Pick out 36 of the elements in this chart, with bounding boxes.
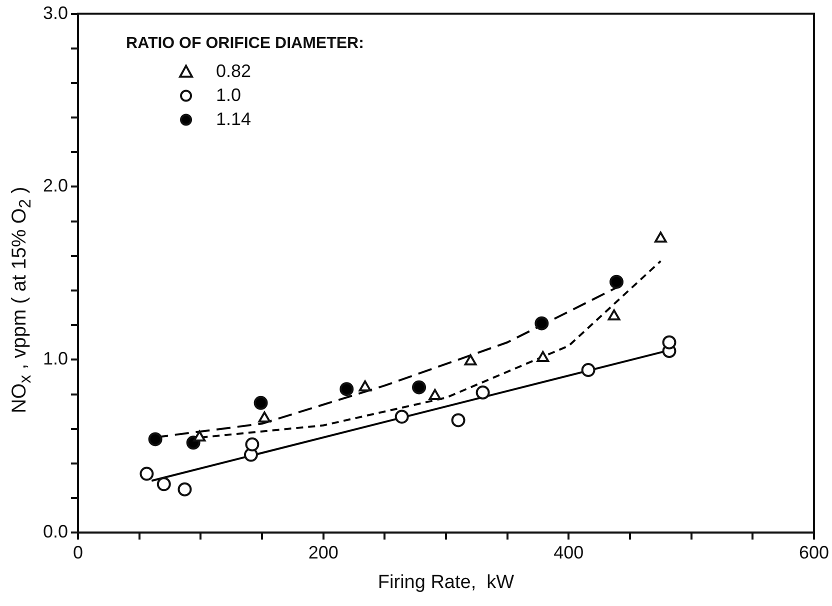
point [140,466,154,481]
x-tick-label: 400 [554,542,584,562]
point [662,335,676,350]
point [476,386,490,400]
legend-label: 1.0 [216,84,242,105]
legend-label: 1.14 [216,108,252,129]
x-tick-label: 0 [73,542,84,562]
point [654,232,667,243]
point [258,411,271,422]
x-tick-label: 600 [798,542,830,562]
legend-label: 0.82 [216,60,252,81]
point [245,437,260,452]
point [464,354,477,366]
point [358,380,372,392]
point [394,410,409,424]
point [608,309,620,320]
point [412,380,426,394]
point [340,382,354,396]
point [148,432,162,446]
point [451,413,466,428]
y-tick-label: 2.0 [42,176,68,196]
point [193,430,206,442]
y-tick-label: 0.0 [42,522,68,542]
point [428,388,442,400]
point [610,274,624,289]
point [178,482,192,496]
point [536,350,550,362]
x-tick-label: 200 [308,542,338,562]
y-tick-label: 3.0 [42,2,68,23]
point [156,477,171,492]
point [534,316,549,330]
x-axis-title: Firing Rate, kW [378,572,514,593]
point [581,363,596,378]
legend-title: RATIO OF ORIFICE DIAMETER: [126,35,364,52]
y-tick-label: 1.0 [42,348,68,369]
point [254,396,268,410]
